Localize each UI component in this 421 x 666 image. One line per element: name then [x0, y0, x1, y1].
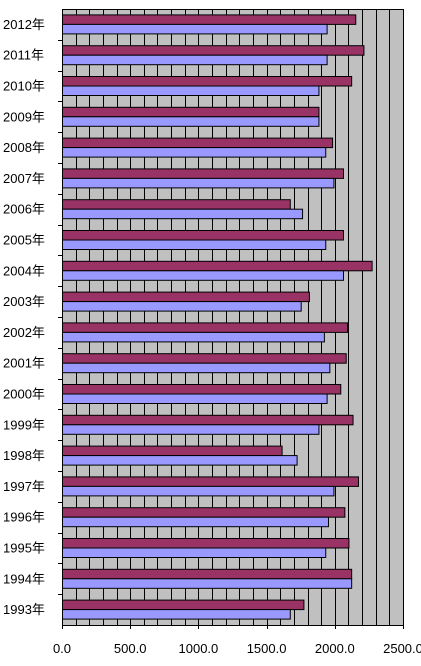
- bar-series-2: [62, 609, 291, 620]
- category-label: 2003年: [3, 294, 45, 309]
- bar-series-1: [62, 199, 291, 210]
- category-label: 2004年: [3, 263, 45, 278]
- bar-series-2: [62, 208, 304, 220]
- category-label: 1999年: [3, 417, 45, 432]
- bar-series-2: [62, 301, 302, 312]
- plot-area: [58, 9, 404, 626]
- bar-series-2: [62, 424, 320, 435]
- x-axis-labels: 0.0 500.0 1000.0 1500.0 2000.0 2500.0: [53, 625, 421, 656]
- bar-series-2: [62, 177, 335, 189]
- category-label: 2000年: [3, 387, 45, 402]
- x-tick-label: 0.0: [53, 641, 71, 656]
- category-label: 2011年: [3, 48, 44, 63]
- bar-series-1: [62, 538, 350, 549]
- bar-series-1: [62, 230, 344, 241]
- category-label: 1998年: [3, 448, 45, 463]
- bar-series-2: [62, 54, 328, 66]
- plot-background: [62, 9, 403, 625]
- category-label: 2009年: [3, 109, 45, 124]
- bar-series-2: [62, 578, 353, 589]
- bar-series-1: [62, 260, 373, 272]
- bar-series-2: [62, 362, 331, 374]
- bar-series-1: [62, 414, 354, 426]
- bar-series-2: [62, 85, 320, 96]
- bar-series-2: [62, 516, 329, 528]
- bar-series-1: [62, 106, 320, 118]
- bar-series-2: [62, 23, 328, 35]
- bar-series-1: [62, 137, 334, 149]
- bar-series-1: [62, 507, 346, 518]
- bar-series-1: [62, 445, 283, 457]
- bar-series-1: [62, 353, 347, 364]
- bar-series-1: [62, 45, 365, 56]
- bar-series-2: [62, 331, 325, 343]
- bar-series-1: [62, 322, 349, 333]
- bar-series-2: [62, 393, 328, 404]
- bar-series-2: [62, 147, 327, 158]
- bar-series-1: [62, 14, 357, 25]
- bar-series-2: [62, 270, 344, 281]
- bars: [62, 14, 373, 620]
- category-label: 1993年: [3, 602, 45, 617]
- bar-series-1: [62, 568, 353, 580]
- bar-series-2: [62, 485, 335, 497]
- plot-border: [62, 9, 404, 626]
- category-label: 2002年: [3, 325, 45, 340]
- category-label: 2012年: [3, 17, 45, 32]
- bar-series-1: [62, 599, 305, 611]
- bar-series-2: [62, 455, 298, 466]
- bar-series-2: [62, 116, 320, 127]
- bar-series-1: [62, 384, 342, 395]
- x-tick-label: 1500.0: [247, 641, 287, 656]
- category-label: 2007年: [3, 171, 45, 186]
- category-label: 1995年: [3, 541, 45, 556]
- x-tick-label: 2000.0: [315, 641, 355, 656]
- category-label: 2008年: [3, 140, 45, 155]
- category-label: 2001年: [3, 356, 45, 371]
- bar-series-1: [62, 476, 359, 487]
- category-label: 1994年: [3, 571, 45, 586]
- category-label: 2010年: [3, 79, 45, 94]
- x-tick-label: 1000.0: [179, 641, 219, 656]
- x-tick-label: 2500.0: [383, 641, 421, 656]
- y-axis-labels: 2012年 2011年 2010年 2009年 2008年 2007年 2006年 2005年…: [3, 17, 45, 617]
- x-tick-label: 500.0: [114, 641, 147, 656]
- bar-series-1: [62, 291, 310, 303]
- bar-series-1: [62, 168, 344, 179]
- bar-series-2: [62, 239, 327, 250]
- bar-series-1: [62, 76, 353, 87]
- bar-series-2: [62, 547, 327, 558]
- category-label: 2005年: [3, 233, 45, 248]
- category-label: 2006年: [3, 202, 45, 217]
- category-label: 1996年: [3, 510, 45, 525]
- category-label: 1997年: [3, 479, 45, 494]
